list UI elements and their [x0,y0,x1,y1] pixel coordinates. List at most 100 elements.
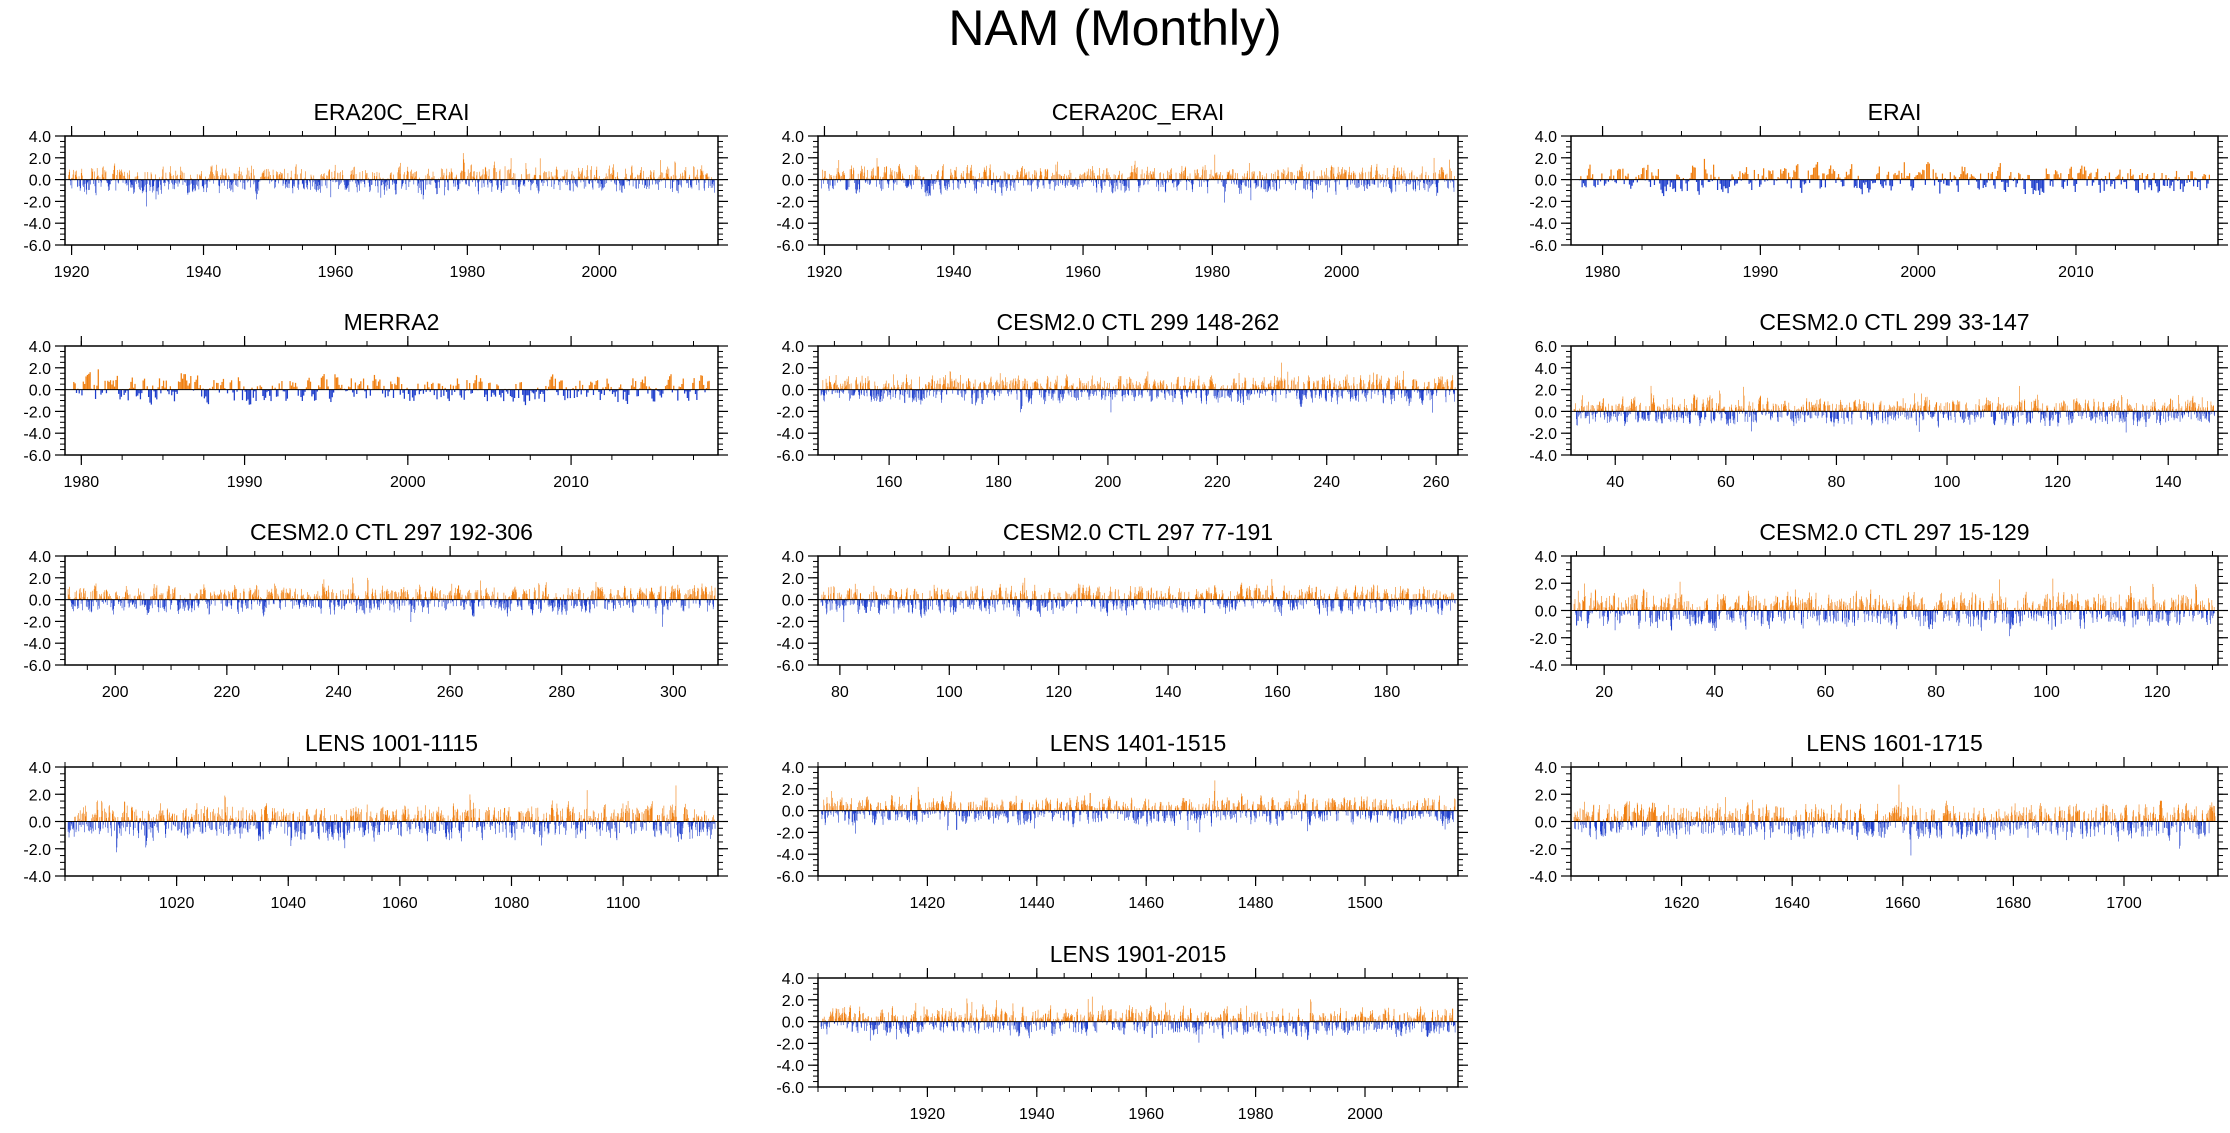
series-bar [1097,175,1098,180]
series-bar [1007,389,1008,394]
series-bar [553,179,555,190]
series-bar [1083,173,1085,180]
series-bar [1274,384,1276,390]
series-bar [459,179,461,184]
series-bar [204,179,206,185]
series-bar [1269,179,1271,187]
series-bar [624,177,626,180]
series-bar [229,382,231,390]
series-bar [905,374,907,390]
series-bar [1079,175,1080,180]
series-bar [849,389,850,401]
series-bar [1398,177,1399,180]
series-bar [130,179,132,185]
series-bar [2114,179,2116,189]
series-bar [1060,389,1062,398]
series-bar [285,389,287,401]
series-bar [915,165,917,180]
series-bar [941,176,942,180]
series-bar [938,389,940,392]
series-bar [1843,179,1845,187]
series-bar [914,389,916,401]
series-bar [1394,179,1396,185]
series-bar [558,179,559,186]
series-bar [993,179,995,182]
series-bar [1027,179,1028,182]
series-bar [1303,179,1304,189]
series-bar [1380,179,1382,183]
series-bar [1284,379,1286,390]
series-bar [897,380,898,390]
series-bar [143,179,145,190]
series-bar [422,179,423,182]
series-bar [919,376,920,390]
series-bar [106,179,107,182]
series-bar [314,179,316,190]
series-bar [690,179,692,188]
series-bar [218,179,220,194]
series-bar [829,179,831,186]
series-bar [190,177,192,180]
series-bar [662,172,664,180]
series-bar [531,389,533,393]
series-bar [907,385,909,390]
series-bar [1301,167,1302,180]
series-bar [1083,179,1084,183]
series-bar [709,179,711,186]
series-bar [983,389,984,400]
series-bar [1732,176,1734,180]
series-bar [921,389,923,400]
series-bar [875,175,876,180]
series-bar [297,179,299,188]
series-bar [958,179,960,190]
series-bar [859,179,861,190]
series-bar [1940,179,1942,183]
series-bar [1020,174,1022,180]
series-bar [701,375,703,390]
series-bar [396,376,399,390]
series-bar [312,179,314,183]
series-bar [989,382,990,390]
series-bar [221,172,223,180]
series-bar [235,179,237,186]
series-bar [2045,168,2047,180]
series-bar [926,389,928,393]
series-bar [199,385,201,390]
series-bar [704,179,705,191]
series-bar [239,381,241,390]
series-bar [232,179,234,193]
series-bar [442,169,443,180]
series-bar [1056,171,1057,180]
series-bar [226,172,227,180]
series-bar [831,389,833,395]
series-bar [909,175,910,180]
series-bar [1932,169,1934,180]
series-bar [1364,389,1365,397]
series-bar [1453,179,1455,192]
series-bar [293,386,295,390]
series-bar [376,171,378,180]
series-bar [1307,179,1308,190]
series-bar [707,381,709,390]
series-bar [553,386,555,390]
series-bar [832,389,833,395]
panel-title: ERA20C_ERAI [314,99,470,125]
series-bar [908,179,910,187]
y-tick-label: -2.0 [23,404,51,421]
series-bar [549,176,550,180]
series-bar [200,173,202,180]
series-bar [2033,179,2036,190]
series-bar [1064,389,1065,394]
series-bar [119,174,121,180]
series-bar [233,179,234,182]
series-bar [1448,179,1450,181]
series-bar [1309,380,1310,390]
series-bar [230,380,233,390]
series-bar [1327,179,1328,193]
series-bar [649,179,650,186]
series-bar [850,169,852,180]
panel-title: CERA20C_ERAI [1052,99,1225,125]
series-bar [1054,174,1056,180]
series-bar [560,179,562,182]
series-bar [1265,179,1267,192]
